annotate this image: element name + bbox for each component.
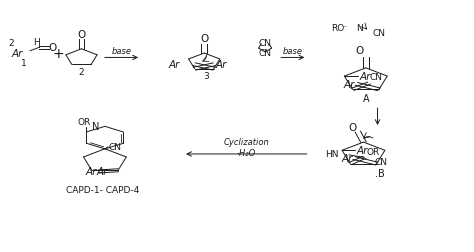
Text: Ar: Ar (341, 153, 353, 164)
Text: HN: HN (325, 149, 338, 158)
Text: RO: RO (331, 24, 344, 33)
Text: OR: OR (366, 147, 380, 156)
Text: .B: .B (375, 168, 385, 178)
Text: Ar: Ar (96, 167, 108, 177)
Text: Cyclization
-H₂O: Cyclization -H₂O (224, 138, 269, 157)
Text: Ar: Ar (11, 48, 23, 58)
Text: base: base (283, 47, 303, 56)
Text: +: + (52, 46, 64, 60)
Text: Ar: Ar (359, 72, 371, 82)
Text: O: O (200, 34, 209, 44)
Text: N: N (92, 122, 99, 132)
Text: base: base (111, 47, 131, 56)
Text: ⁻: ⁻ (343, 23, 347, 32)
Text: Ar: Ar (356, 146, 367, 156)
Text: O: O (348, 122, 356, 132)
Text: Ar: Ar (169, 60, 180, 70)
Text: CN: CN (373, 29, 386, 38)
Text: CN: CN (370, 72, 383, 81)
Text: CN: CN (259, 39, 272, 48)
Text: OR: OR (77, 117, 91, 126)
Text: A: A (363, 94, 369, 104)
Text: 3: 3 (204, 72, 210, 80)
Text: Ar: Ar (85, 167, 97, 177)
Text: 1: 1 (20, 59, 27, 68)
Text: O: O (355, 46, 364, 56)
Text: N: N (356, 24, 363, 33)
Text: Ar: Ar (344, 80, 355, 89)
Text: CN: CN (374, 157, 388, 166)
Text: O: O (77, 29, 86, 40)
Text: O: O (49, 43, 57, 53)
Text: Ar: Ar (215, 60, 227, 70)
Text: CAPD-1- CAPD-4: CAPD-1- CAPD-4 (66, 185, 139, 194)
Text: CN: CN (259, 49, 272, 58)
Text: H: H (34, 38, 40, 47)
Text: 2: 2 (9, 39, 14, 48)
Text: 2: 2 (79, 67, 84, 76)
Text: CN: CN (109, 142, 122, 151)
